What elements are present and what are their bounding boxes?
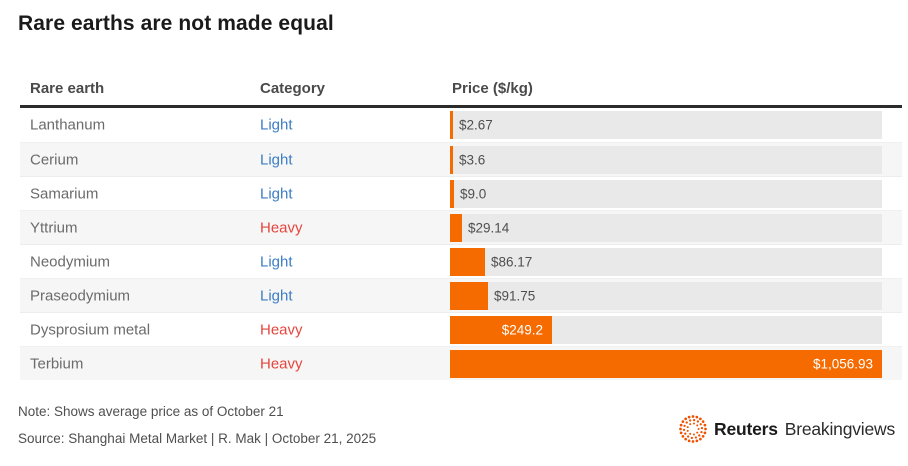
table-row: Lanthanum Light $2.67 (20, 108, 902, 142)
table-body: Lanthanum Light $2.67 Cerium Light $3.6 Samari… (20, 108, 902, 380)
reuters-dotted-circle-icon (679, 415, 707, 443)
bar-track: $3.6 (450, 146, 882, 174)
price-bar (450, 350, 882, 378)
rare-earth-name: Terbium (30, 355, 84, 372)
table-row: Cerium Light $3.6 (20, 142, 902, 176)
table-row: Samarium Light $9.0 (20, 176, 902, 210)
bar-track: $91.75 (450, 282, 882, 310)
table-row: Neodymium Light $86.17 (20, 244, 902, 278)
table-row: Dysprosium metal Heavy $249.2 (20, 312, 902, 346)
price-value-label: $3.6 (459, 152, 486, 168)
price-bar (450, 316, 552, 344)
price-value-label: $9.0 (460, 186, 487, 202)
logo-brand-text: Reuters (714, 418, 778, 439)
logo-unit-text: Breakingviews (784, 418, 895, 439)
source-text: Source: Shanghai Metal Market | R. Mak |… (18, 431, 377, 446)
price-value-label: $2.67 (459, 117, 493, 133)
price-bar (450, 180, 454, 208)
price-bar (450, 111, 453, 139)
bar-track: $2.67 (450, 111, 882, 139)
header-divider (20, 105, 902, 108)
bar-track: $86.17 (450, 248, 882, 276)
category-label: Light (260, 253, 293, 270)
bar-track: $29.14 (450, 214, 882, 242)
category-label: Heavy (260, 321, 303, 338)
table-row: Yttrium Heavy $29.14 (20, 210, 902, 244)
reuters-breakingviews-logo: Reuters Breakingviews (677, 412, 895, 446)
rare-earth-name: Yttrium (30, 219, 78, 236)
price-bar (450, 214, 462, 242)
column-header-category: Category (260, 80, 326, 97)
rare-earth-name: Praseodymium (30, 287, 131, 304)
category-label: Light (260, 185, 293, 202)
rare-earth-name: Dysprosium metal (30, 321, 151, 338)
price-value-label: $29.14 (468, 220, 510, 236)
category-label: Heavy (260, 355, 303, 372)
price-value-label: $91.75 (494, 288, 536, 304)
rare-earth-name: Neodymium (30, 253, 111, 270)
category-label: Heavy (260, 219, 303, 236)
category-label: Light (260, 151, 293, 168)
table-row: Praseodymium Light $91.75 (20, 278, 902, 312)
price-value-label: $86.17 (491, 254, 533, 270)
bar-track: $9.0 (450, 180, 882, 208)
price-value-label: $1,056.93 (812, 356, 873, 372)
category-label: Light (260, 287, 293, 304)
bar-track: $1,056.93 (450, 350, 882, 378)
column-header-price: Price ($/kg) (452, 80, 533, 97)
price-bar (450, 282, 488, 310)
note-text: Note: Shows average price as of October … (18, 404, 284, 419)
rare-earth-name: Cerium (30, 151, 79, 168)
column-header-rare-earth: Rare earth (30, 80, 105, 97)
price-value-label: $249.2 (501, 322, 543, 338)
rare-earth-name: Lanthanum (30, 116, 106, 134)
bar-track: $249.2 (450, 316, 882, 344)
rare-earth-name: Samarium (30, 185, 99, 202)
price-bar (450, 248, 485, 276)
category-label: Light (260, 116, 293, 134)
price-bar (450, 146, 453, 174)
table-header-row: Rare earth Category Price ($/kg) (20, 76, 902, 105)
chart-title: Rare earths are not made equal (18, 12, 334, 35)
table-row: Terbium Heavy $1,056.93 (20, 346, 902, 380)
price-table: Rare earth Category Price ($/kg) Lanthan… (20, 76, 902, 380)
